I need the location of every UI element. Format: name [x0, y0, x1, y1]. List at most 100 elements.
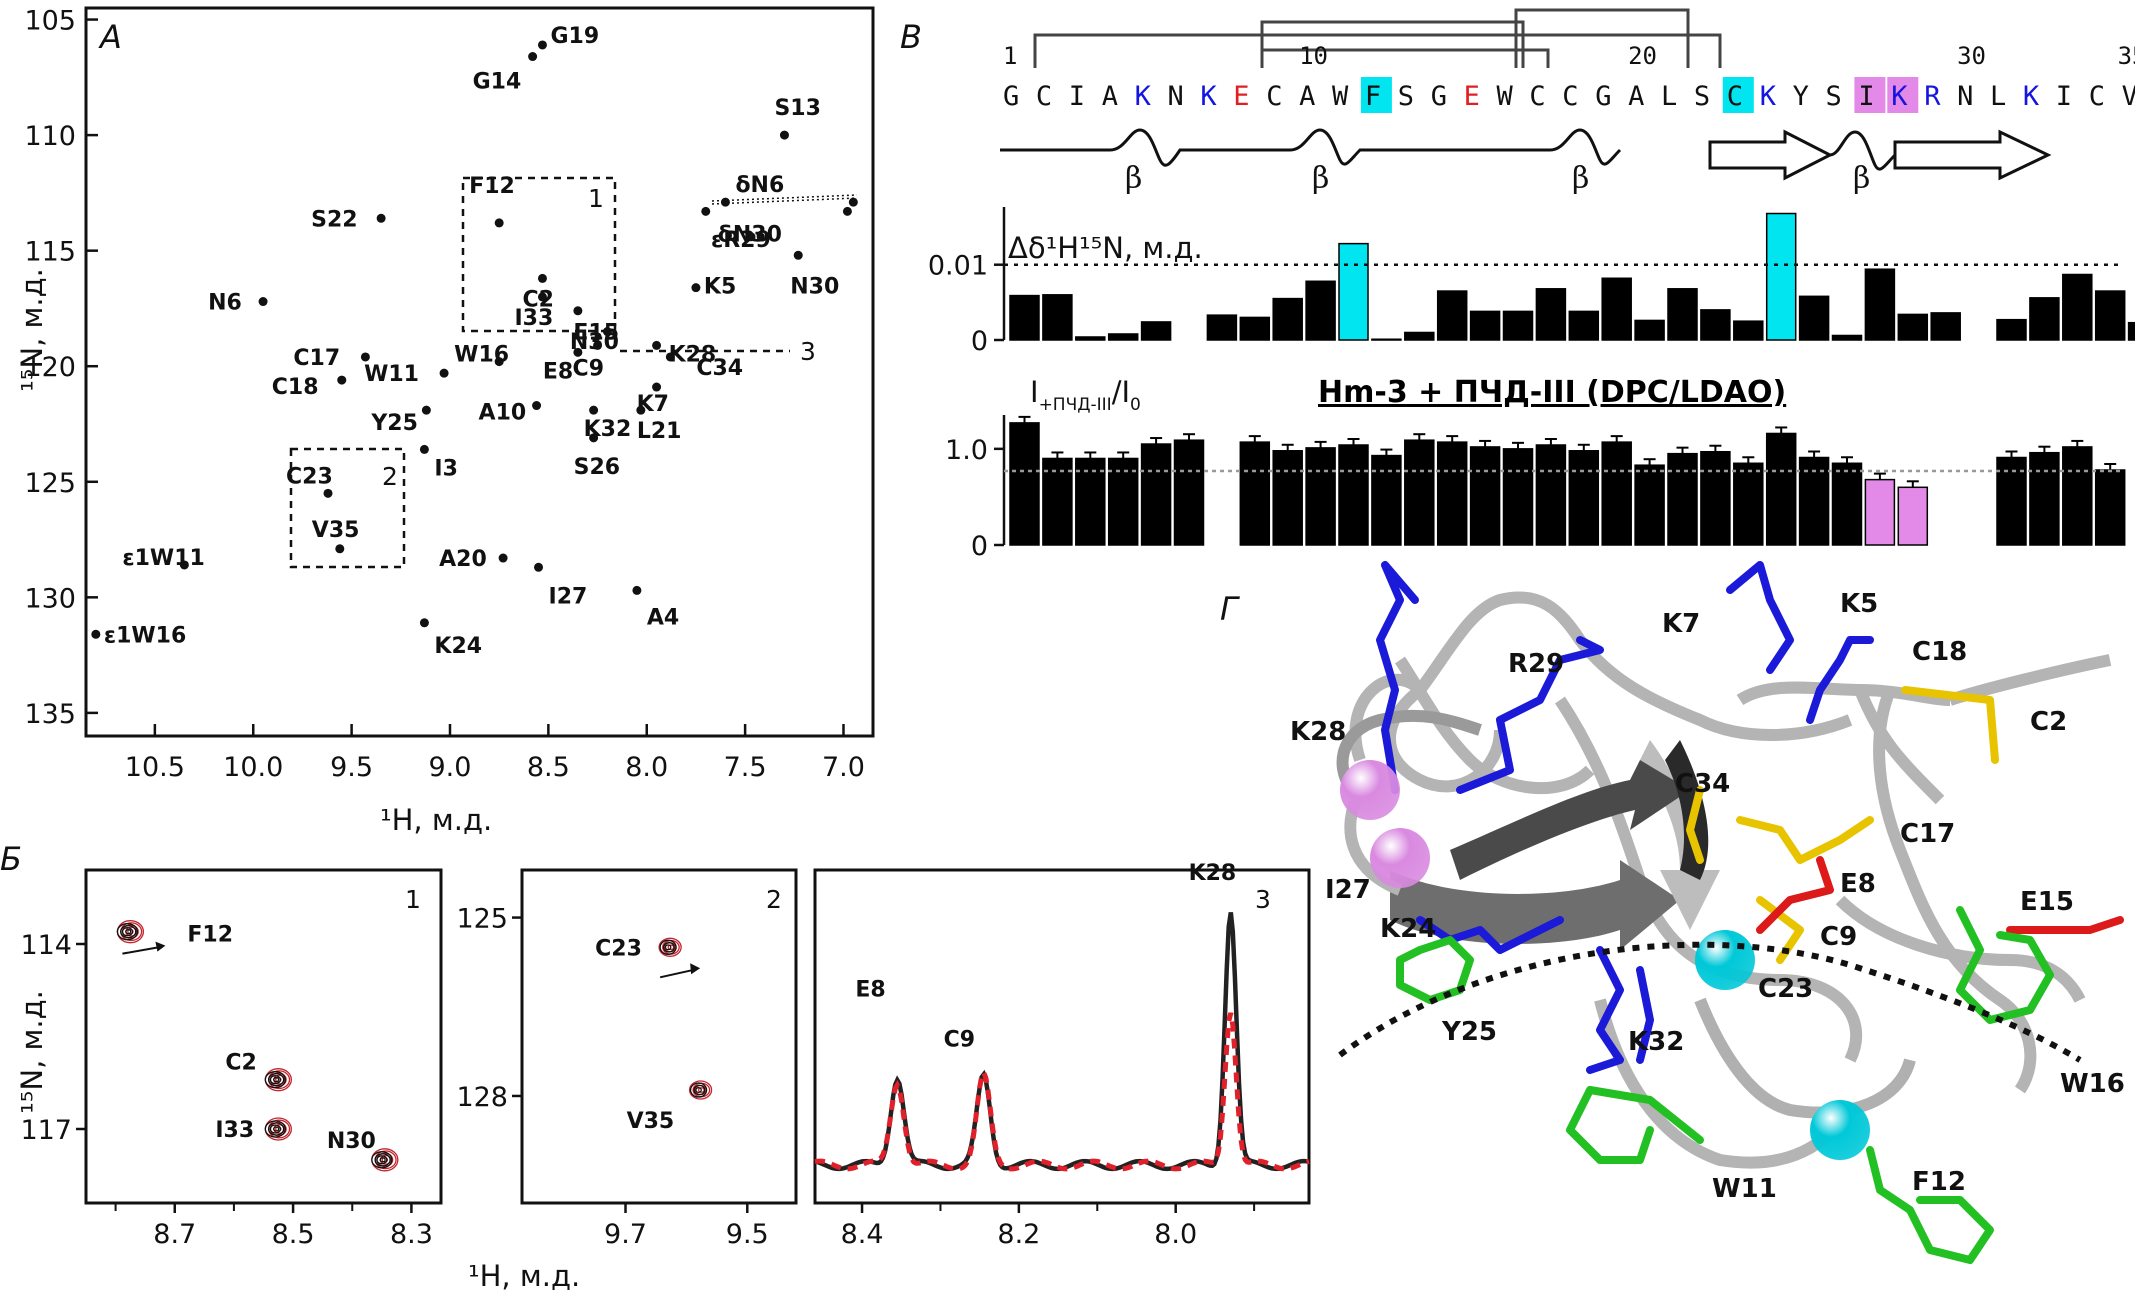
side-chain: [1736, 816, 1874, 864]
hsqc-peak: [498, 553, 508, 563]
slice-3-number: 3: [800, 337, 816, 366]
panel-d-letter: Г: [1220, 590, 1240, 628]
bar: [1107, 333, 1139, 341]
bar: [1502, 310, 1534, 341]
sequence-residue: A: [1102, 81, 1118, 112]
bar: [1371, 338, 1402, 341]
hsqc-peak-label: A20: [439, 547, 487, 572]
residue-sphere: [1340, 760, 1400, 820]
bar: [1206, 314, 1238, 341]
bar: [1404, 331, 1435, 341]
zoom-peak-label: N30: [327, 1129, 376, 1154]
hsqc-peak: [494, 357, 504, 367]
zoom-peak-label: V35: [627, 1109, 675, 1134]
hsqc-peak-label: Y25: [370, 411, 418, 436]
peak-contour: [658, 937, 682, 957]
hsqc-peak: [323, 488, 333, 498]
bar: [1371, 454, 1402, 546]
peak-contour: [125, 929, 132, 935]
panel-b: Б 1 8.7 8.5 8.3 114 117 F12 C2 I33 N30 2 9.7 9.5 1…: [0, 840, 1311, 1293]
y-tick-label: 0.01: [928, 251, 988, 282]
bar: [1173, 439, 1205, 546]
bar: [1568, 310, 1600, 341]
hsqc-peak-label: S26: [574, 455, 620, 480]
shift-arrow: [122, 945, 163, 955]
sequence-residue: K: [1760, 81, 1777, 112]
hsqc-peak-label: S22: [311, 207, 357, 232]
sequence-highlight: [1854, 77, 1886, 113]
bar: [1864, 478, 1896, 546]
shift-arrow: [659, 968, 697, 979]
sidechain-link-n30: [711, 194, 858, 202]
coil-path-2: [1829, 130, 1897, 171]
hsqc-peak-label: C9: [573, 356, 604, 381]
beta-strand: [1390, 860, 1680, 950]
peak-contour: [120, 925, 137, 939]
zoom1-frame: [84, 868, 443, 1205]
bar: [1601, 277, 1632, 341]
bridge-c2-c34: [1033, 33, 1722, 68]
bar: [1239, 316, 1271, 341]
sequence-residue: K: [1891, 81, 1908, 112]
side-chain: [1586, 946, 1624, 1074]
sequence-number: 1: [1003, 42, 1017, 70]
bar: [1601, 441, 1632, 546]
bar: [1700, 450, 1731, 546]
sequence-residue: A: [1628, 81, 1644, 112]
bar: [1667, 288, 1698, 341]
side-chain: [1376, 561, 1419, 794]
side-chain: [1566, 1086, 1704, 1164]
hsqc-peak-label: C23: [286, 464, 333, 489]
csp-ylabel-text: Δδ¹H¹⁵N, м.д.: [1008, 231, 1203, 265]
beta-arrow-1: [1708, 129, 1834, 181]
peak-contour: [371, 1151, 393, 1169]
disulfide-bridges: [1033, 8, 1722, 68]
hsqc-peak: [779, 130, 789, 140]
sequence-residue: C: [1266, 81, 1282, 112]
residue-label: W11: [1712, 1174, 1777, 1204]
hsqc-peak: [537, 273, 547, 283]
bar: [1338, 242, 1369, 341]
peak-contour: [267, 1122, 285, 1136]
side-chain: [1456, 636, 1604, 794]
hsqc-peak-label: ε1W16: [104, 623, 186, 648]
hsqc-peak: [419, 618, 429, 628]
hsqc-peak: [258, 297, 268, 307]
y-tick-label: 125: [24, 468, 76, 499]
hsqc-peak: [691, 283, 701, 293]
y-tick-label: 128: [456, 1082, 508, 1113]
y-tick-label: 135: [24, 699, 76, 730]
sequence-residue: S: [1826, 81, 1842, 112]
hsqc-peak: [593, 340, 603, 350]
sequence-residue: R: [1924, 81, 1941, 112]
hsqc-peak: [421, 405, 431, 415]
hsqc-peak: [652, 340, 662, 350]
bridge-c18: [1260, 48, 1550, 68]
hsqc-peak: [537, 292, 547, 302]
bar: [1009, 422, 1040, 546]
hsqc-peak: [532, 401, 542, 411]
sequence-number: 20: [1628, 42, 1657, 70]
peak-contour: [272, 1126, 280, 1132]
hsqc-peak: [632, 585, 642, 595]
x-tick-label: 8.5: [527, 752, 570, 783]
hsqc-peak-label: I33: [514, 306, 553, 331]
side-chain: [2006, 916, 2124, 934]
csp-ylabel: Δδ¹H¹⁵N, м.д.: [1008, 231, 1203, 265]
beta-label: β: [1312, 161, 1329, 196]
slice3-frame: [813, 868, 1311, 1205]
bar: [1634, 464, 1665, 546]
slice3-number: 3: [1255, 885, 1271, 914]
hsqc-peak-label: εR29: [711, 228, 771, 253]
peak-contour: [267, 1073, 285, 1087]
hsqc-peak: [589, 405, 599, 415]
hsqc-peak-label: N30: [790, 274, 839, 299]
x-tick-label: 8.0: [625, 752, 668, 783]
bar: [1239, 441, 1271, 546]
bar: [1305, 447, 1336, 546]
hsqc-peak-label: W11: [364, 362, 419, 387]
peak-contour: [689, 1082, 708, 1098]
sequence-residue: I: [2056, 81, 2072, 112]
residue-label: E15: [2020, 887, 2074, 917]
hsqc-peaks: G14G19S13δN6δN30F12S22εR29N30C2I33N30K5N…: [91, 24, 858, 659]
